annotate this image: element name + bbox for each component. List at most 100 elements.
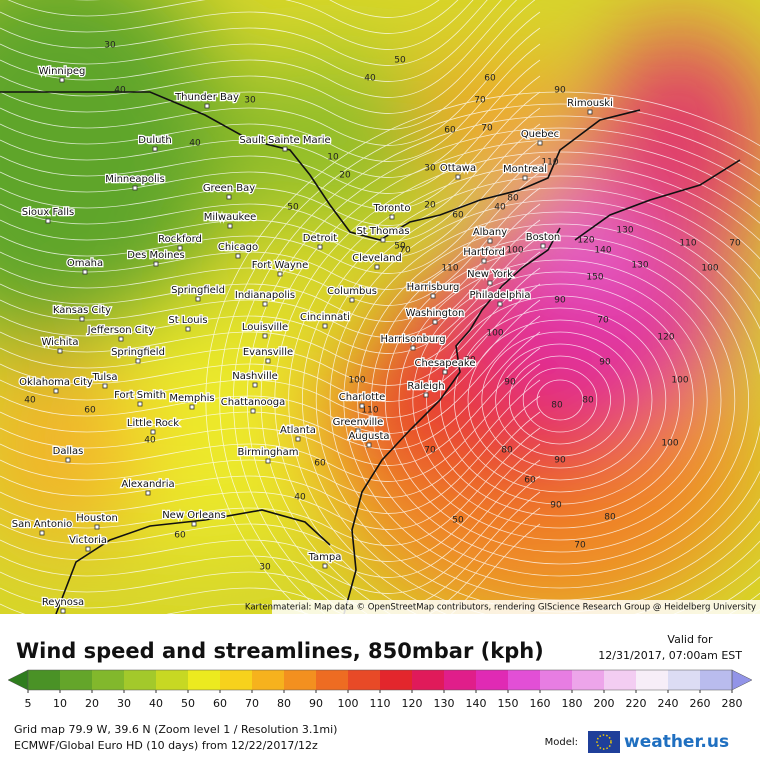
streamline <box>0 0 502 82</box>
contour-label: 50 <box>254 136 266 146</box>
city-label: Wichita <box>41 337 78 348</box>
streamline <box>453 307 667 493</box>
streamline <box>219 103 760 614</box>
color-bar-label: 110 <box>370 697 391 710</box>
color-bar-label: 80 <box>277 697 291 710</box>
contour-label: 100 <box>701 264 718 274</box>
color-bar-segment <box>540 670 573 690</box>
streamline <box>357 223 760 577</box>
color-bar-label: 200 <box>594 697 615 710</box>
contour-label: 70 <box>481 124 493 134</box>
city-label: Kansas City <box>53 305 111 316</box>
city-marker <box>118 336 124 342</box>
streamline <box>8 0 459 34</box>
contour-label: 80 <box>507 194 519 204</box>
color-bar-label: 220 <box>626 697 647 710</box>
color-bar-label: 10 <box>53 697 67 710</box>
streamline <box>0 363 541 482</box>
streamline <box>0 0 536 114</box>
color-bar-segment <box>572 670 605 690</box>
city-marker <box>389 214 395 220</box>
city-label: Chattanooga <box>221 397 285 408</box>
city-marker <box>145 490 151 496</box>
city-label: Oklahoma City <box>19 377 93 388</box>
streamline <box>0 171 541 290</box>
city-label: Chicago <box>218 242 258 253</box>
city-label: Charlotte <box>339 392 385 403</box>
contour-label: 120 <box>577 236 594 246</box>
color-bar-label: 240 <box>658 697 679 710</box>
contour-label: 150 <box>586 273 603 283</box>
city-label: Dallas <box>53 446 84 457</box>
city-marker <box>57 348 63 354</box>
streamline <box>370 235 750 565</box>
city-label: St Louis <box>168 315 207 326</box>
streamline <box>481 331 639 469</box>
city-marker <box>430 293 436 299</box>
color-bar-label: 100 <box>338 697 359 710</box>
color-bar-end <box>7 669 29 691</box>
city-label: Memphis <box>169 393 214 404</box>
contour-label: 130 <box>616 226 633 236</box>
contour-label: 60 <box>484 74 496 84</box>
city-marker <box>432 319 438 325</box>
city-marker <box>250 408 256 414</box>
contour-label: 90 <box>554 296 566 306</box>
footer-line: ECMWF/Global Euro HD (10 days) from 12/2… <box>14 739 318 752</box>
contour-label: 30 <box>244 96 256 106</box>
city-marker <box>150 429 156 435</box>
streamline <box>0 0 518 98</box>
streamline <box>0 59 541 178</box>
contour-label: 90 <box>554 86 566 96</box>
city-marker <box>102 383 108 389</box>
contour-label: 110 <box>679 239 696 249</box>
color-bar-segment <box>412 670 445 690</box>
contour-label: 60 <box>174 531 186 541</box>
contour-label: 40 <box>494 203 506 213</box>
city-label: Harrisonburg <box>380 334 445 345</box>
city-label: Raleigh <box>407 381 444 392</box>
streamline <box>0 107 541 226</box>
city-label: Winnipeg <box>39 66 86 77</box>
contour-label: 90 <box>504 378 516 388</box>
contour-label: 70 <box>399 246 411 256</box>
color-bar-segment <box>668 670 701 690</box>
color-bar-segment <box>252 670 285 690</box>
city-label: Boston <box>526 232 561 243</box>
contour-label: 130 <box>631 261 648 271</box>
city-marker <box>410 345 416 351</box>
contour-label: 60 <box>314 459 326 469</box>
city-marker <box>455 174 461 180</box>
city-marker <box>195 296 201 302</box>
city-label: Jefferson City <box>87 325 155 336</box>
city-label: Des Moines <box>127 250 184 261</box>
city-marker <box>487 280 493 286</box>
city-label: Philadelphia <box>470 290 531 301</box>
map: 4030506050407090603010203050402060504070… <box>0 0 760 614</box>
attribution-bg <box>272 600 760 614</box>
color-bar-label: 40 <box>149 697 163 710</box>
eu-flag <box>588 731 620 753</box>
city-label: Atlanta <box>280 425 316 436</box>
city-marker <box>152 146 158 152</box>
city-marker <box>177 245 183 251</box>
contour-label: 60 <box>452 211 464 221</box>
streamline <box>0 315 541 434</box>
city-label: Louisville <box>242 322 288 333</box>
streamline <box>233 115 760 614</box>
color-bar-label: 140 <box>466 697 487 710</box>
contour-label: 100 <box>506 246 523 256</box>
city-marker <box>45 218 51 224</box>
city-marker <box>380 237 386 243</box>
contour-label: 70 <box>574 541 586 551</box>
contour-label: 40 <box>294 493 306 503</box>
streamline <box>0 219 541 338</box>
color-bar-label: 30 <box>117 697 131 710</box>
city-marker <box>85 546 91 552</box>
city-label: Toronto <box>373 203 411 214</box>
city-label: Evansville <box>243 347 293 358</box>
city-label: Minneapolis <box>105 174 165 185</box>
color-bar-segment <box>284 670 317 690</box>
color-bar-segment <box>28 670 61 690</box>
